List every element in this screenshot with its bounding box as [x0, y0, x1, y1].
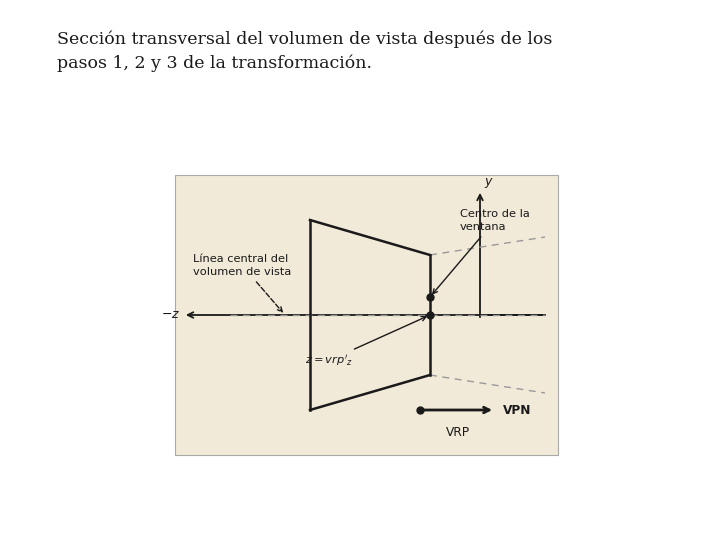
Bar — [175, 175, 558, 455]
Text: Línea central del
volumen de vista: Línea central del volumen de vista — [193, 254, 292, 312]
Text: $z = vrp'_z$: $z = vrp'_z$ — [305, 316, 426, 368]
Text: Centro de la
ventana: Centro de la ventana — [433, 209, 530, 294]
Text: Sección transversal del volumen de vista después de los
pasos 1, 2 y 3 de la tra: Sección transversal del volumen de vista… — [57, 30, 552, 72]
Text: VRP: VRP — [446, 426, 469, 439]
Text: VPN: VPN — [503, 403, 531, 416]
Text: y: y — [484, 175, 491, 188]
Text: $-z$: $-z$ — [161, 308, 180, 321]
